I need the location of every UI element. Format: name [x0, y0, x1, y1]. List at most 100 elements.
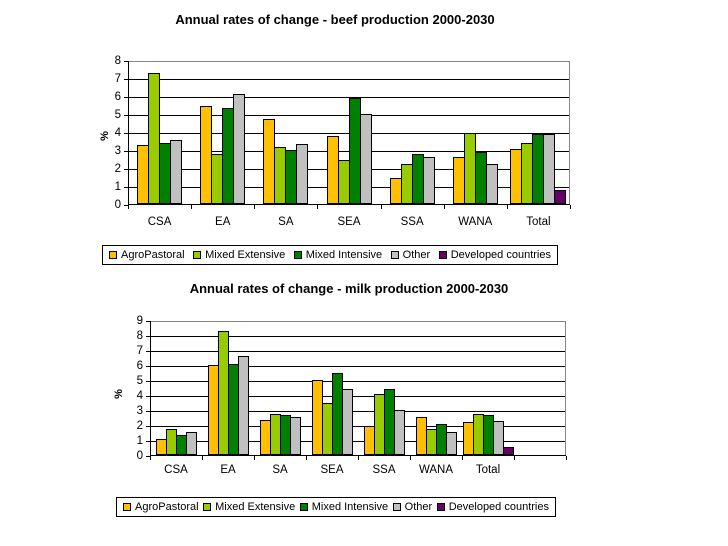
y-tick-label-2: 2 [136, 420, 143, 432]
y-axis-tick-8 [124, 61, 128, 62]
x-label-total: Total [526, 216, 551, 228]
gridline-1 [150, 441, 566, 442]
y-axis-tick-3 [146, 411, 150, 412]
bar-other-csa [186, 432, 197, 455]
bar-developed-countries-total [503, 447, 514, 455]
x-axis-line [128, 204, 570, 205]
legend-swatch-other-icon [390, 251, 399, 259]
legend-swatch-mixed-extensive-icon [203, 503, 212, 511]
bar-other-wana [486, 164, 498, 204]
x-label-wana: WANA [458, 216, 493, 228]
bar-other-wana [446, 432, 457, 455]
y-axis-tick-3 [124, 151, 128, 152]
bar-other-total [493, 421, 504, 455]
legend-swatch-mixed-extensive-icon [193, 251, 202, 259]
plot-area [146, 321, 567, 460]
x-axis-tick-7 [570, 205, 571, 209]
y-tick-label-0: 0 [136, 450, 143, 462]
x-axis-tick-0 [150, 456, 151, 460]
x-axis-line [150, 455, 566, 456]
legend-item-agropastoral: AgroPastoral [123, 501, 199, 513]
x-label-ea: EA [220, 464, 236, 476]
x-label-sa: SA [278, 216, 294, 228]
y-tick-label-5: 5 [114, 109, 121, 121]
y-axis-line [128, 61, 129, 205]
legend: AgroPastoral Mixed Extensive Mixed Intensi… [116, 497, 556, 517]
legend-label-mixed-intensive: Mixed Intensive [305, 249, 383, 261]
x-axis-tick-1 [191, 205, 192, 209]
bar-other-csa [170, 140, 182, 204]
x-label-total: Total [475, 464, 501, 476]
y-tick-label-7: 7 [114, 73, 121, 85]
bar-other-sea [360, 114, 372, 204]
legend-label-agropastoral: AgroPastoral [121, 249, 185, 261]
legend-item-mixed-extensive: Mixed Extensive [203, 501, 295, 513]
y-tick-label-6: 6 [136, 360, 143, 372]
x-label-csa: CSA [147, 216, 172, 228]
y-tick-label-5: 5 [136, 375, 143, 387]
x-axis-tick-3 [317, 205, 318, 209]
y-axis-tick-2 [146, 426, 150, 427]
bar-other-sa [296, 144, 308, 204]
gridline-8 [150, 336, 566, 337]
bar-other-sa [290, 417, 301, 455]
legend-item-agropastoral: AgroPastoral [109, 249, 185, 261]
bar-mixed-extensive-csa [148, 73, 160, 204]
legend-swatch-mixed-intensive-icon [299, 503, 308, 511]
y-tick-label-1: 1 [114, 181, 121, 193]
y-axis-tick-7 [124, 79, 128, 80]
y-axis-tick-5 [124, 115, 128, 116]
x-axis-tick-0 [128, 205, 129, 209]
bar-other-ea [238, 356, 249, 455]
x-label-ssa: SSA [372, 464, 396, 476]
legend-swatch-other-icon [392, 503, 401, 511]
x-axis-tick-8 [566, 456, 567, 460]
gridline-6 [150, 366, 566, 367]
legend-item-mixed-intensive: Mixed Intensive [293, 249, 383, 261]
gridline-5 [150, 381, 566, 382]
x-axis-tick-4 [381, 205, 382, 209]
legend-swatch-mixed-intensive-icon [293, 251, 302, 259]
legend-swatch-agropastoral-icon [123, 503, 131, 511]
legend-label-mixed-intensive: Mixed Intensive [311, 501, 389, 513]
legend-label-developed-countries: Developed countries [450, 249, 551, 261]
legend-label-other: Other [404, 501, 433, 513]
chart-title: Annual rates of change - beef production… [175, 12, 495, 27]
legend-swatch-developed-countries-icon [438, 251, 447, 259]
x-axis-tick-3 [306, 456, 307, 460]
y-axis-line [150, 321, 151, 456]
legend-label-developed-countries: Developed countries [448, 501, 549, 513]
y-tick-label-2: 2 [114, 163, 121, 175]
gridline-4 [150, 396, 566, 397]
legend-item-other: Other [392, 501, 433, 513]
x-label-sea: SEA [337, 216, 361, 228]
y-tick-label-7: 7 [136, 345, 143, 357]
y-tick-label-0: 0 [114, 199, 121, 211]
x-label-wana: WANA [418, 464, 454, 476]
x-axis-tick-1 [202, 456, 203, 460]
legend-label-agropastoral: AgroPastoral [135, 501, 199, 513]
x-label-sa: SA [272, 464, 288, 476]
bar-other-sea [342, 389, 353, 455]
plot-top-border [150, 321, 566, 322]
legend-item-developed-countries: Developed countries [438, 249, 551, 261]
y-tick-label-6: 6 [114, 91, 121, 103]
plot-area [124, 61, 571, 209]
legend: AgroPastoral Mixed Extensive Mixed Intensi… [102, 245, 558, 265]
x-label-ea: EA [215, 216, 231, 228]
x-axis-tick-4 [358, 456, 359, 460]
plot-right-border [565, 321, 566, 456]
y-tick-label-4: 4 [114, 127, 121, 139]
plot-top-border [128, 61, 570, 62]
x-axis-tick-2 [254, 205, 255, 209]
legend-item-developed-countries: Developed countries [436, 501, 549, 513]
y-axis-tick-6 [124, 97, 128, 98]
y-axis-tick-1 [124, 187, 128, 188]
gridline-3 [150, 411, 566, 412]
y-axis-tick-2 [124, 169, 128, 170]
x-label-csa: CSA [164, 464, 188, 476]
bar-developed-countries-total [554, 190, 566, 204]
y-axis-tick-1 [146, 441, 150, 442]
y-axis-tick-6 [146, 366, 150, 367]
y-tick-label-4: 4 [136, 390, 143, 402]
